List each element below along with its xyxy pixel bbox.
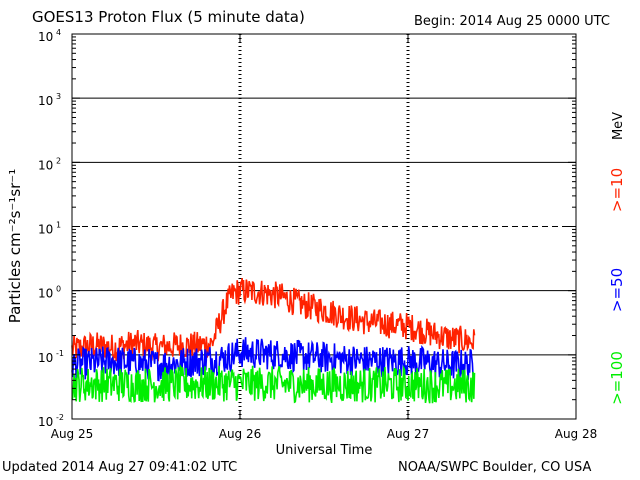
y-tick-exponent: 2 <box>56 156 61 165</box>
y-tick-base: 10 <box>38 158 53 172</box>
y-tick-exponent: 0 <box>56 285 61 294</box>
x-tick-label: Aug 27 <box>387 427 430 441</box>
legend-entry: >=10 <box>608 168 626 212</box>
y-tick-label: 10 -2 <box>38 413 64 429</box>
y-tick-base: 10 <box>38 30 53 44</box>
y-tick-label: 10 1 <box>38 221 61 237</box>
legend: >=10 >=50 >=100 MeV <box>608 112 626 405</box>
series-line <box>71 278 476 362</box>
y-tick-label: 10 4 <box>38 28 61 44</box>
y-tick-label: 10 2 <box>38 156 61 172</box>
y-tick-exponent: -1 <box>56 349 64 358</box>
y-tick-base: 10 <box>38 351 53 365</box>
y-tick-label: 10 3 <box>38 92 61 108</box>
legend-entry: >=50 <box>608 268 626 312</box>
chart-title: GOES13 Proton Flux (5 minute data) <box>32 8 305 26</box>
x-tick-label: Aug 26 <box>219 427 262 441</box>
x-tick-label: Aug 25 <box>51 427 94 441</box>
y-tick-label: 10 0 <box>38 285 61 301</box>
x-axis: Aug 25 Aug 26 Aug 27 Aug 28 <box>51 34 598 441</box>
grid-lines <box>72 34 576 419</box>
updated-timestamp: Updated 2014 Aug 27 09:41:02 UTC <box>2 460 238 475</box>
x-axis-label: Universal Time <box>276 443 373 458</box>
series-layer <box>71 278 476 404</box>
y-tick-base: 10 <box>38 287 53 301</box>
y-tick-base: 10 <box>38 94 53 108</box>
credit-label: NOAA/SWPC Boulder, CO USA <box>398 460 592 475</box>
x-tick-label: Aug 28 <box>555 427 598 441</box>
y-tick-exponent: -2 <box>56 413 64 422</box>
legend-entry: >=100 <box>608 351 626 405</box>
y-tick-label: 10 -1 <box>38 349 64 365</box>
y-tick-base: 10 <box>38 223 53 237</box>
y-tick-exponent: 3 <box>56 92 61 101</box>
series-line <box>71 337 475 382</box>
series-line <box>71 364 476 404</box>
y-tick-base: 10 <box>38 415 53 429</box>
y-tick-exponent: 4 <box>56 28 61 37</box>
legend-unit: MeV <box>611 112 626 140</box>
begin-time: Begin: 2014 Aug 25 0000 UTC <box>414 14 610 29</box>
y-axis-label: Particles cm⁻²s⁻¹sr⁻¹ <box>6 169 24 323</box>
y-tick-exponent: 1 <box>56 221 61 230</box>
